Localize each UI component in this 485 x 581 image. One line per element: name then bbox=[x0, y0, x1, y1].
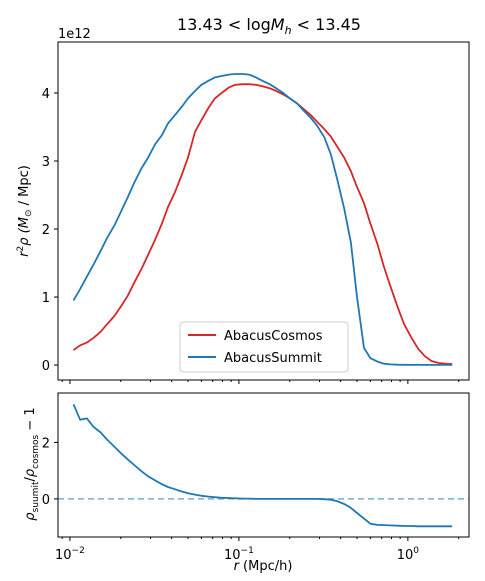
x-tick-label: 100 bbox=[397, 546, 420, 563]
bottom-panel: 0 2 10−2 10−1 100 ρsuumit/ρcosmos − 1 r (Mpc… bbox=[23, 392, 470, 574]
top-y-axis-label: r2ρ (M⊙ / Mpc) bbox=[16, 165, 34, 257]
bottom-plot-frame bbox=[57, 392, 470, 538]
bottom-y-axis-label: ρsuumit/ρcosmos − 1 bbox=[23, 407, 41, 520]
legend: AbacusCosmos AbacusSummit bbox=[179, 321, 349, 373]
top-y-tick-label: 3 bbox=[42, 155, 50, 170]
top-y-tick-label: 0 bbox=[42, 359, 50, 374]
bottom-series-group bbox=[72, 403, 453, 528]
bottom-y-tick-label: 2 bbox=[42, 436, 50, 451]
legend-box bbox=[179, 321, 349, 373]
bottom-y-tick-label: 0 bbox=[42, 493, 50, 508]
x-axis-label: r (Mpc/h) bbox=[234, 559, 293, 574]
x-tick-label: 10−1 bbox=[224, 546, 254, 563]
series-line-abacussummit bbox=[72, 73, 453, 366]
series-line-abacuscosmos bbox=[72, 83, 453, 365]
top-series-group bbox=[72, 73, 453, 366]
legend-label-abacuscosmos: AbacusCosmos bbox=[224, 329, 323, 344]
ratio-series-line bbox=[72, 403, 453, 528]
top-y-tick-label: 1 bbox=[42, 291, 50, 306]
top-plot-frame bbox=[57, 41, 470, 381]
chart-title: 13.43 < logMh < 13.45 bbox=[177, 15, 361, 37]
top-y-tick-label: 4 bbox=[42, 87, 50, 102]
top-y-tick-label: 2 bbox=[42, 223, 50, 238]
legend-label-abacussummit: AbacusSummit bbox=[224, 351, 322, 366]
x-tick-label: 10−2 bbox=[55, 546, 85, 563]
bottom-axis-ticks: 0 2 10−2 10−1 100 bbox=[42, 436, 460, 563]
top-panel: 13.43 < logMh < 13.45 1e12 0 1 2 3 4 r2ρ (M⊙… bbox=[16, 15, 470, 384]
y-offset-text: 1e12 bbox=[58, 27, 91, 42]
